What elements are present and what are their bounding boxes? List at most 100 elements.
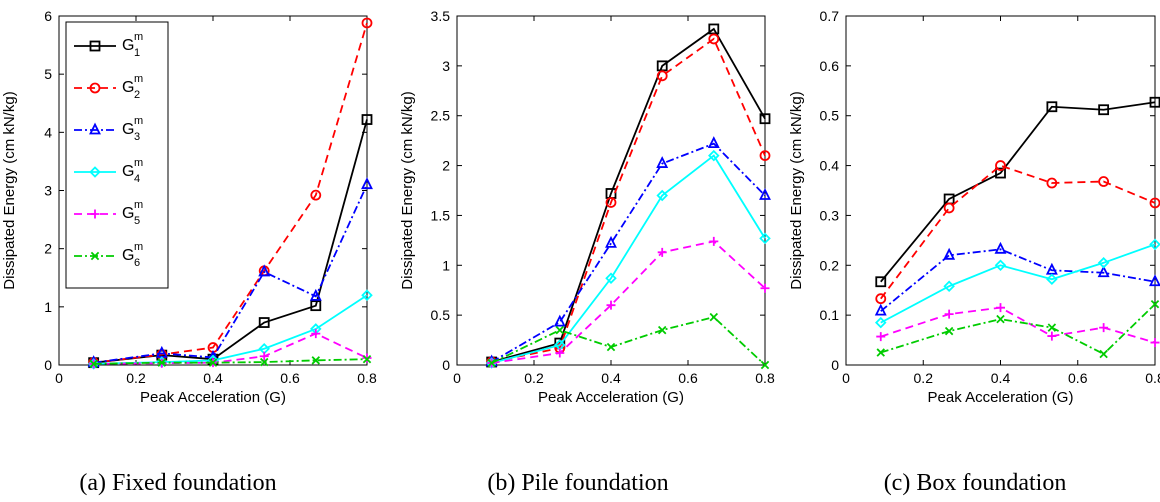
y-tick-label: 1 xyxy=(44,299,52,315)
x-axis-label: Peak Acceleration (G) xyxy=(140,389,286,406)
series-line-G2m xyxy=(880,164,1156,300)
data-point-G2m xyxy=(1046,177,1058,189)
data-point-G6m xyxy=(876,348,885,357)
data-point-G2m xyxy=(875,293,887,305)
legend-label: G xyxy=(122,121,134,138)
data-point-G3m xyxy=(361,177,373,190)
legend-marker xyxy=(90,209,100,219)
x-tick-label: 0.6 xyxy=(1068,370,1088,386)
data-point-G6m xyxy=(1150,299,1160,309)
data-point-G5m xyxy=(1150,338,1160,348)
legend-label-sup: m xyxy=(134,73,143,85)
x-tick-label: 0.4 xyxy=(991,370,1011,386)
legend-label: G xyxy=(122,163,134,180)
data-point-G2m xyxy=(995,160,1006,171)
y-tick-label: 3.5 xyxy=(431,8,451,24)
y-tick-label: 0.3 xyxy=(820,207,840,223)
legend-label-sub: 1 xyxy=(134,47,140,59)
y-tick-label: 0.7 xyxy=(820,8,840,24)
data-point-G3m xyxy=(1149,274,1160,287)
data-point-G4m xyxy=(759,232,771,245)
chart-panel-pile: 0 0.2 0.4 0.6 0.8 0 0.5 1 1.5 2 2.5 3 3.5 Peak Accele… xyxy=(399,8,775,406)
legend-label-sub: 3 xyxy=(134,131,140,143)
data-point-G5m xyxy=(259,351,269,361)
data-point-G4m xyxy=(361,289,373,301)
y-tick-label: 0.5 xyxy=(820,108,840,124)
series-line-G4m xyxy=(93,294,368,365)
data-point-G4m xyxy=(708,149,720,162)
chart-panel-box: 0 0.2 0.4 0.6 0.8 0 0.1 0.2 0.3 0.4 0.5 0.6 0.7 Peak … xyxy=(788,8,1160,406)
caption-pile-foundation: (b) Pile foundation xyxy=(487,470,668,496)
data-point-G2m xyxy=(1098,176,1110,187)
data-point-G5m xyxy=(876,332,886,342)
y-tick-label: 0 xyxy=(44,357,52,373)
y-tick-label: 4 xyxy=(44,124,52,140)
data-point-G3m xyxy=(605,235,617,248)
data-point-G6m xyxy=(157,358,167,367)
data-point-G1m xyxy=(258,317,270,328)
legend-marker xyxy=(89,122,101,135)
data-point-G3m xyxy=(656,156,669,168)
data-point-G6m xyxy=(208,358,218,367)
legend-label-sub: 2 xyxy=(134,89,140,101)
data-point-G3m xyxy=(1097,265,1110,278)
y-tick-label: 1 xyxy=(442,257,450,273)
data-point-G6m xyxy=(259,357,269,367)
data-point-G6m xyxy=(89,359,98,369)
data-point-G4m xyxy=(943,280,955,292)
x-tick-label: 0.6 xyxy=(678,370,698,386)
data-point-G1m xyxy=(875,276,887,288)
x-tick-label: 0 xyxy=(453,370,461,386)
series-G5m xyxy=(876,303,1160,348)
legend-label-sub: 4 xyxy=(134,173,140,185)
y-tick-label: 1.5 xyxy=(431,207,451,223)
legend-label-sup: m xyxy=(134,157,143,169)
data-point-G3m xyxy=(309,288,322,301)
data-point-G5m xyxy=(1047,331,1057,341)
series-line-G4m xyxy=(491,154,766,364)
legend-label-sup: m xyxy=(134,241,143,253)
y-tick-label: 2.5 xyxy=(431,108,451,124)
data-point-G5m xyxy=(606,300,616,310)
y-tick-label: 0 xyxy=(831,357,839,373)
series-line-G2m xyxy=(491,37,766,363)
x-tick-label: 0.4 xyxy=(601,370,621,386)
data-point-G4m xyxy=(1149,238,1160,251)
data-point-G4m xyxy=(605,272,617,285)
data-point-G6m xyxy=(1099,349,1108,359)
legend-label: G xyxy=(122,37,134,54)
data-point-G6m xyxy=(944,326,954,336)
y-tick-label: 2 xyxy=(44,241,52,257)
y-tick-label: 0.4 xyxy=(820,158,840,174)
legend-marker xyxy=(90,251,100,261)
data-point-G4m xyxy=(1097,257,1110,269)
data-point-G1m xyxy=(1046,101,1058,113)
chart-panel-fixed: 0 0.2 0.4 0.6 0.8 0 1 2 3 4 5 6 Peak Acceleration (G… xyxy=(1,8,377,406)
y-tick-label: 5 xyxy=(44,66,52,82)
data-point-G2m xyxy=(943,202,955,214)
series-G6m xyxy=(876,299,1160,359)
caption-fixed-foundation: (a) Fixed foundation xyxy=(79,470,276,496)
series-G6m xyxy=(89,354,372,369)
x-tick-label: 0.8 xyxy=(1145,370,1160,386)
x-tick-label: 0.2 xyxy=(524,370,544,386)
series-G4m xyxy=(874,238,1160,329)
y-axis-label: Dissipated Energy (cm kN/kg) xyxy=(399,91,416,289)
data-point-G1m xyxy=(656,60,668,72)
series-line-G3m xyxy=(491,142,766,363)
series-line-G1m xyxy=(880,101,1156,283)
series-line-G6m xyxy=(880,303,1156,356)
legend-label-sup: m xyxy=(134,31,143,43)
data-point-G2m xyxy=(759,150,771,162)
y-axis-label: Dissipated Energy (cm kN/kg) xyxy=(788,91,805,289)
data-point-G2m xyxy=(708,33,720,45)
x-tick-label: 0.2 xyxy=(914,370,934,386)
data-point-G1m xyxy=(708,23,720,35)
series-line-G2m xyxy=(93,22,368,364)
legend-box xyxy=(65,21,169,289)
series-G2m xyxy=(875,160,1160,305)
